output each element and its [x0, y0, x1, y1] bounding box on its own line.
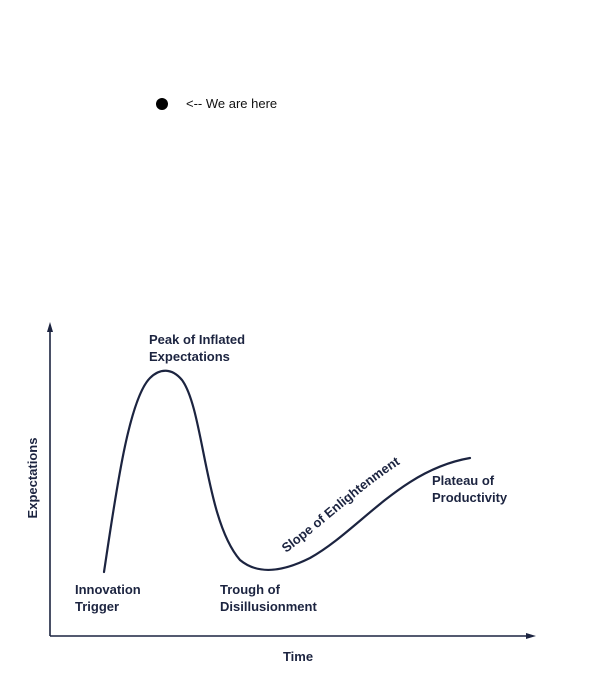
y-axis-arrow [47, 322, 53, 332]
stage-innovation-trigger-line1: Innovation [75, 582, 141, 597]
stage-trough-line1: Trough of [220, 582, 281, 597]
x-axis-arrow [526, 633, 536, 639]
stage-slope: Slope of Enlightenment [279, 453, 403, 555]
stage-trough-line2: Disillusionment [220, 599, 317, 614]
marker-label: <-- We are here [186, 96, 278, 111]
hype-curve [102, 369, 472, 574]
y-axis-label: Expectations [25, 438, 40, 519]
stage-innovation-trigger-line2: Trigger [75, 599, 119, 614]
stage-plateau-line2: Productivity [432, 490, 508, 505]
stage-plateau-line1: Plateau of [432, 473, 495, 488]
stage-peak-line1: Peak of Inflated [149, 332, 245, 347]
stage-slope-text: Slope of Enlightenment [279, 453, 403, 555]
current-position-marker [156, 98, 168, 110]
stage-peak-line2: Expectations [149, 349, 230, 364]
x-axis-label: Time [283, 649, 313, 664]
